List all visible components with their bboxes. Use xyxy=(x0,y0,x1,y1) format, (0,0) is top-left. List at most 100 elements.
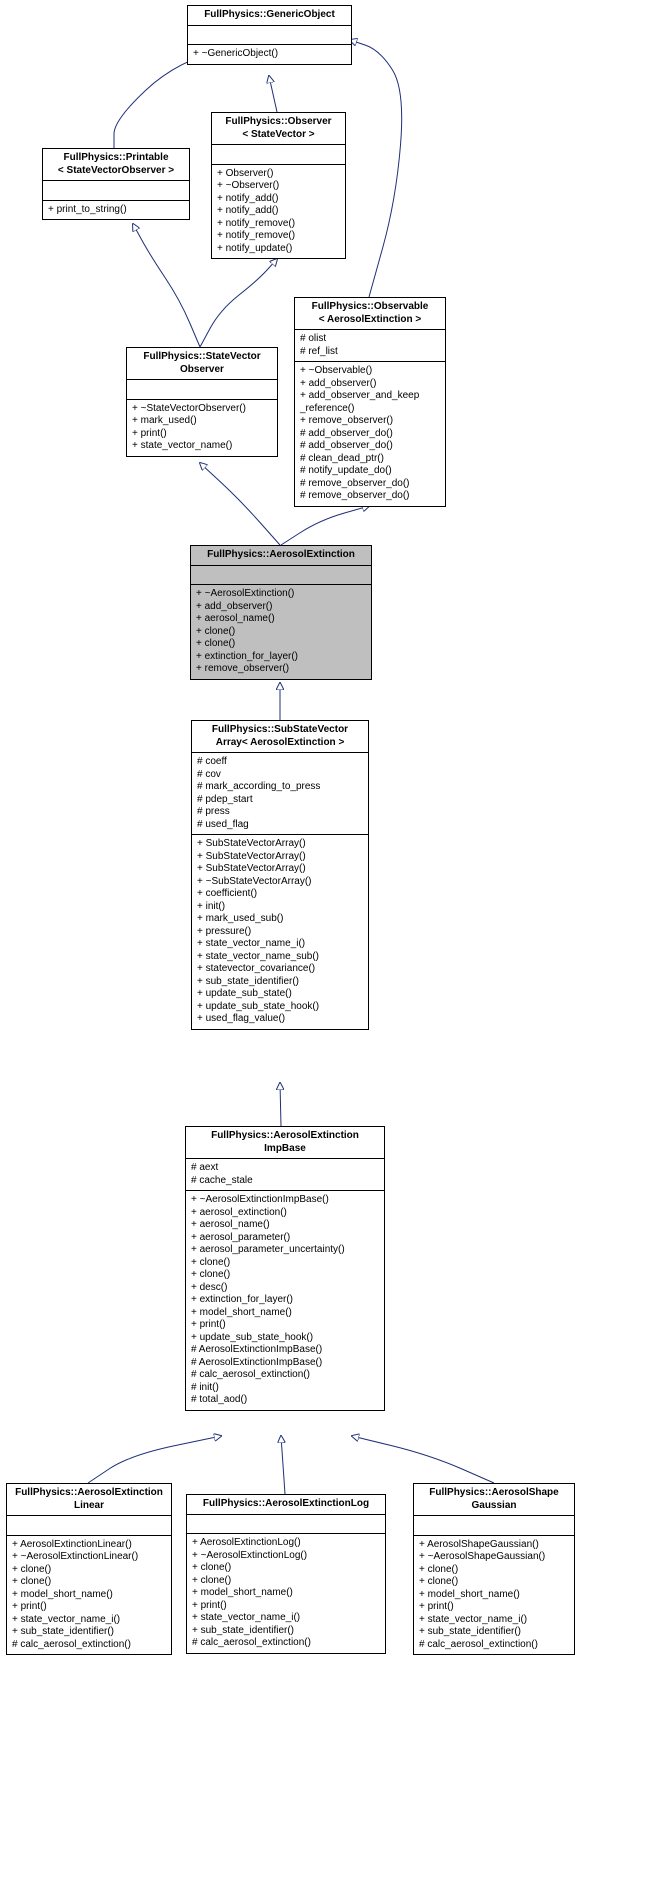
class-member[interactable]: + remove_observer() xyxy=(300,415,440,428)
class-member[interactable]: + ~Observer() xyxy=(217,180,340,193)
class-member[interactable]: + model_short_name() xyxy=(12,1589,166,1602)
class-aerosol_extinction[interactable]: FullPhysics::AerosolExtinction + ~Aeroso… xyxy=(190,545,372,680)
class-member[interactable]: + add_observer() xyxy=(196,601,366,614)
class-member[interactable]: + clone() xyxy=(12,1564,166,1577)
class-member[interactable]: # AerosolExtinctionImpBase() xyxy=(191,1344,379,1357)
class-member[interactable]: + sub_state_identifier() xyxy=(197,976,363,989)
class-member[interactable]: # olist xyxy=(300,333,440,346)
class-member[interactable]: + desc() xyxy=(191,1282,379,1295)
class-observer[interactable]: FullPhysics::Observer< StateVector > + O… xyxy=(211,112,346,259)
class-member[interactable]: # ref_list xyxy=(300,346,440,359)
class-title[interactable]: FullPhysics::SubStateVectorArray< Aeroso… xyxy=(192,721,368,753)
class-member[interactable]: # add_observer_do() xyxy=(300,440,440,453)
class-member[interactable]: + add_observer_and_keep xyxy=(300,390,440,403)
class-member[interactable]: + clone() xyxy=(196,626,366,639)
class-member[interactable]: + aerosol_name() xyxy=(191,1219,379,1232)
class-member[interactable]: # notify_update_do() xyxy=(300,465,440,478)
class-member[interactable]: # AerosolExtinctionImpBase() xyxy=(191,1357,379,1370)
class-title[interactable]: FullPhysics::Observer< StateVector > xyxy=(212,113,345,145)
class-member[interactable]: # pdep_start xyxy=(197,794,363,807)
class-printable[interactable]: FullPhysics::Printable< StateVectorObser… xyxy=(42,148,190,220)
class-member[interactable]: + clone() xyxy=(419,1576,569,1589)
class-state_vector_observer[interactable]: FullPhysics::StateVectorObserver + ~Stat… xyxy=(126,347,278,457)
class-member[interactable]: + print() xyxy=(12,1601,166,1614)
class-member[interactable]: + print_to_string() xyxy=(48,204,184,217)
class-member[interactable]: # coeff xyxy=(197,756,363,769)
class-member[interactable]: # cache_stale xyxy=(191,1175,379,1188)
class-member[interactable]: + update_sub_state_hook() xyxy=(197,1001,363,1014)
class-member[interactable]: # clean_dead_ptr() xyxy=(300,453,440,466)
class-member[interactable]: + sub_state_identifier() xyxy=(12,1626,166,1639)
class-member[interactable]: + aerosol_parameter() xyxy=(191,1232,379,1245)
class-member[interactable]: + clone() xyxy=(192,1562,380,1575)
class-member[interactable]: + ~GenericObject() xyxy=(193,48,346,61)
class-title[interactable]: FullPhysics::AerosolExtinctionImpBase xyxy=(186,1127,384,1159)
class-member[interactable]: + state_vector_name_i() xyxy=(12,1614,166,1627)
class-member[interactable]: + print() xyxy=(419,1601,569,1614)
class-member[interactable]: + ~AerosolShapeGaussian() xyxy=(419,1551,569,1564)
class-title[interactable]: FullPhysics::GenericObject xyxy=(188,6,351,26)
class-member[interactable]: + aerosol_parameter_uncertainty() xyxy=(191,1244,379,1257)
class-member[interactable]: # used_flag xyxy=(197,819,363,832)
class-member[interactable]: + update_sub_state() xyxy=(197,988,363,1001)
class-title[interactable]: FullPhysics::AerosolExtinction xyxy=(191,546,371,566)
class-member[interactable]: + model_short_name() xyxy=(191,1307,379,1320)
class-member[interactable]: # aext xyxy=(191,1162,379,1175)
class-member[interactable]: + extinction_for_layer() xyxy=(196,651,366,664)
class-member[interactable]: + ~AerosolExtinctionLinear() xyxy=(12,1551,166,1564)
class-member[interactable]: # mark_according_to_press xyxy=(197,781,363,794)
class-sub_state_vector_array[interactable]: FullPhysics::SubStateVectorArray< Aeroso… xyxy=(191,720,369,1030)
class-member[interactable]: # calc_aerosol_extinction() xyxy=(191,1369,379,1382)
class-member[interactable]: # calc_aerosol_extinction() xyxy=(192,1637,380,1650)
class-member[interactable]: + update_sub_state_hook() xyxy=(191,1332,379,1345)
class-member[interactable]: + mark_used_sub() xyxy=(197,913,363,926)
class-member[interactable]: + state_vector_name() xyxy=(132,440,272,453)
class-member[interactable]: + remove_observer() xyxy=(196,663,366,676)
class-member[interactable]: + model_short_name() xyxy=(192,1587,380,1600)
class-title[interactable]: FullPhysics::AerosolExtinctionLinear xyxy=(7,1484,171,1516)
class-member[interactable]: + aerosol_extinction() xyxy=(191,1207,379,1220)
class-title[interactable]: FullPhysics::Observable< AerosolExtincti… xyxy=(295,298,445,330)
class-member[interactable]: + model_short_name() xyxy=(419,1589,569,1602)
class-member[interactable]: + print() xyxy=(191,1319,379,1332)
class-member[interactable]: + state_vector_name_sub() xyxy=(197,951,363,964)
class-member[interactable]: + SubStateVectorArray() xyxy=(197,863,363,876)
class-member[interactable]: + coefficient() xyxy=(197,888,363,901)
class-member[interactable]: # cov xyxy=(197,769,363,782)
class-member[interactable]: + state_vector_name_i() xyxy=(192,1612,380,1625)
class-member[interactable]: # add_observer_do() xyxy=(300,428,440,441)
class-member[interactable]: + clone() xyxy=(419,1564,569,1577)
class-member[interactable]: + AerosolExtinctionLinear() xyxy=(12,1539,166,1552)
class-generic_object[interactable]: FullPhysics::GenericObject + ~GenericObj… xyxy=(187,5,352,65)
class-member[interactable]: + ~Observable() xyxy=(300,365,440,378)
class-member[interactable]: + extinction_for_layer() xyxy=(191,1294,379,1307)
class-member[interactable]: # init() xyxy=(191,1382,379,1395)
class-member[interactable]: + sub_state_identifier() xyxy=(192,1625,380,1638)
class-member[interactable]: + mark_used() xyxy=(132,415,272,428)
class-member[interactable]: + notify_add() xyxy=(217,193,340,206)
class-member[interactable]: # remove_observer_do() xyxy=(300,478,440,491)
class-member[interactable]: + ~SubStateVectorArray() xyxy=(197,876,363,889)
class-observable[interactable]: FullPhysics::Observable< AerosolExtincti… xyxy=(294,297,446,507)
class-member[interactable]: + state_vector_name_i() xyxy=(197,938,363,951)
class-member[interactable]: # remove_observer_do() xyxy=(300,490,440,503)
class-member[interactable]: + ~AerosolExtinctionImpBase() xyxy=(191,1194,379,1207)
class-member[interactable]: + Observer() xyxy=(217,168,340,181)
class-title[interactable]: FullPhysics::AerosolExtinctionLog xyxy=(187,1495,385,1515)
class-member[interactable]: + AerosolExtinctionLog() xyxy=(192,1537,380,1550)
class-aerosol_extinction_log[interactable]: FullPhysics::AerosolExtinctionLog + Aero… xyxy=(186,1494,386,1654)
class-member[interactable]: + SubStateVectorArray() xyxy=(197,851,363,864)
class-member[interactable]: + pressure() xyxy=(197,926,363,939)
class-member[interactable]: + print() xyxy=(132,428,272,441)
class-member[interactable]: + aerosol_name() xyxy=(196,613,366,626)
class-member[interactable]: + init() xyxy=(197,901,363,914)
class-member[interactable]: + ~StateVectorObserver() xyxy=(132,403,272,416)
class-member[interactable]: + notify_update() xyxy=(217,243,340,256)
class-member[interactable]: + notify_remove() xyxy=(217,218,340,231)
class-member[interactable]: + clone() xyxy=(192,1575,380,1588)
class-member[interactable]: + print() xyxy=(192,1600,380,1613)
class-title[interactable]: FullPhysics::AerosolShapeGaussian xyxy=(414,1484,574,1516)
class-member[interactable]: + ~AerosolExtinctionLog() xyxy=(192,1550,380,1563)
class-member[interactable]: + sub_state_identifier() xyxy=(419,1626,569,1639)
class-member[interactable]: + ~AerosolExtinction() xyxy=(196,588,366,601)
